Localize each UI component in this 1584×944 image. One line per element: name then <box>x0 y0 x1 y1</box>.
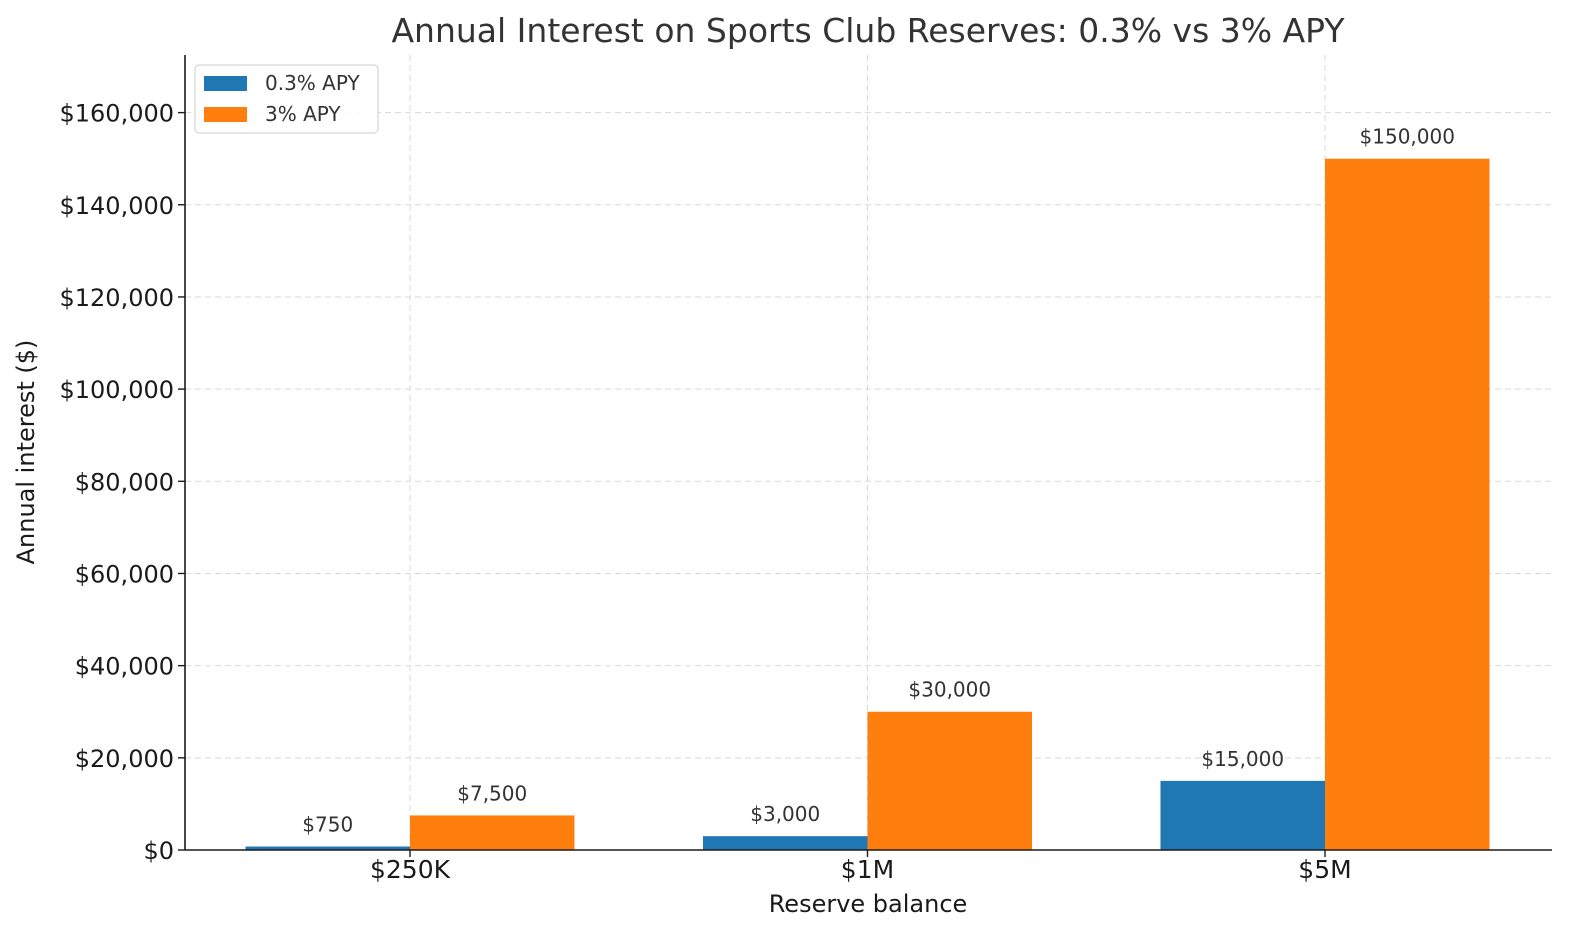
bar-value-label: $15,000 <box>1201 747 1284 771</box>
y-axis-ticks: $0 $20,000 $40,000 $60,000 $80,000 $100,000 $1… <box>59 100 185 865</box>
bar-value-labels: $750 $3,000 $15,000 $7,500 $30,000 $150,000 <box>302 125 1455 837</box>
x-axis-ticks: $250K $1M $5M <box>370 850 1352 884</box>
legend: 0.3% APY 3% APY <box>194 64 379 134</box>
bar-value-label: $150,000 <box>1360 125 1455 149</box>
bar-low-apy <box>1160 780 1325 850</box>
x-tick-label: $5M <box>1298 855 1351 884</box>
y-axis-label: Annual interest ($) <box>12 340 40 565</box>
y-tick-label: $20,000 <box>75 745 174 773</box>
y-tick-label: $60,000 <box>75 560 174 588</box>
y-tick-label: $0 <box>143 837 174 865</box>
x-tick-label: $1M <box>841 855 894 884</box>
legend-item-label: 0.3% APY <box>265 71 360 95</box>
legend-item-label: 3% APY <box>265 102 341 126</box>
bar-value-label: $750 <box>302 813 353 837</box>
y-tick-label: $120,000 <box>59 284 174 312</box>
y-tick-label: $40,000 <box>75 653 174 681</box>
y-tick-label: $160,000 <box>59 100 174 128</box>
x-tick-label: $250K <box>370 855 451 884</box>
legend-swatch <box>204 76 247 91</box>
bar-high-apy <box>410 815 575 850</box>
bar-low-apy <box>245 846 410 850</box>
bar-value-label: $30,000 <box>908 678 991 702</box>
bar-high-apy <box>1325 158 1490 850</box>
bar-high-apy <box>867 711 1032 850</box>
bar-value-label: $3,000 <box>750 802 820 826</box>
y-tick-label: $140,000 <box>59 192 174 220</box>
x-axis-label: Reserve balance <box>769 890 968 918</box>
y-tick-label: $80,000 <box>75 468 174 496</box>
y-tick-label: $100,000 <box>59 376 174 404</box>
bars <box>245 158 1490 850</box>
legend-swatch <box>204 107 247 122</box>
chart-title: Annual Interest on Sports Club Reserves:… <box>391 11 1345 50</box>
bar-low-apy <box>703 836 868 850</box>
bar-value-label: $7,500 <box>457 781 527 805</box>
